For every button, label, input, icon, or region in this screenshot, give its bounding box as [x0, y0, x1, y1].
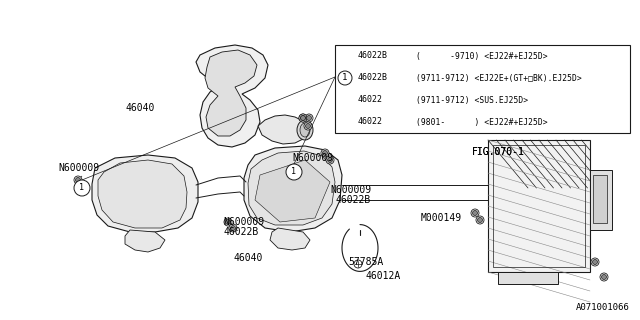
Circle shape [78, 184, 86, 192]
Ellipse shape [297, 120, 313, 140]
Text: A071001066: A071001066 [576, 303, 630, 312]
Text: 46040: 46040 [233, 253, 262, 263]
Circle shape [224, 218, 232, 226]
Polygon shape [205, 50, 257, 136]
Polygon shape [98, 160, 187, 228]
Text: 46022B: 46022B [223, 227, 259, 237]
Polygon shape [92, 155, 198, 232]
Circle shape [602, 275, 607, 279]
Text: 46022: 46022 [358, 117, 383, 126]
Circle shape [230, 226, 236, 230]
Text: N600009: N600009 [223, 217, 264, 227]
Polygon shape [244, 146, 342, 232]
Polygon shape [270, 228, 310, 250]
Circle shape [476, 216, 484, 224]
Circle shape [307, 116, 312, 121]
Polygon shape [125, 230, 165, 252]
Text: 46022B: 46022B [358, 52, 388, 60]
Circle shape [301, 116, 305, 121]
Text: 46022: 46022 [358, 95, 383, 105]
Circle shape [354, 260, 362, 268]
Circle shape [305, 124, 310, 129]
Text: 46040: 46040 [125, 103, 155, 113]
Circle shape [338, 71, 352, 85]
Bar [498, 272, 558, 284]
Text: N600009: N600009 [330, 185, 371, 195]
Circle shape [79, 186, 84, 190]
Circle shape [323, 150, 328, 156]
Text: N600009: N600009 [292, 153, 333, 163]
Bar [593, 175, 607, 223]
Circle shape [593, 260, 598, 265]
Circle shape [328, 157, 333, 163]
Text: M000149: M000149 [421, 213, 462, 223]
Text: (      -9710) <EJ22#+EJ25D>: ( -9710) <EJ22#+EJ25D> [416, 52, 548, 60]
Text: FIG.070-1: FIG.070-1 [472, 147, 525, 157]
Circle shape [600, 273, 608, 281]
Text: 57785A: 57785A [348, 257, 383, 267]
Circle shape [74, 180, 90, 196]
Text: 46012A: 46012A [365, 271, 400, 281]
Circle shape [299, 114, 307, 122]
Circle shape [326, 156, 334, 164]
Circle shape [321, 149, 329, 157]
Bar [335, 45, 630, 133]
Circle shape [472, 211, 477, 215]
Circle shape [225, 220, 230, 225]
Circle shape [286, 164, 302, 180]
Circle shape [76, 178, 81, 182]
Polygon shape [258, 115, 308, 144]
Ellipse shape [300, 123, 310, 137]
Polygon shape [196, 45, 268, 147]
Text: 1: 1 [79, 183, 84, 193]
Text: 1: 1 [342, 74, 348, 83]
Text: (9801-      ) <EJ22#+EJ25D>: (9801- ) <EJ22#+EJ25D> [416, 117, 548, 126]
Circle shape [477, 218, 483, 222]
Polygon shape [255, 160, 330, 222]
Bar [493, 145, 585, 267]
Text: 46022B: 46022B [335, 195, 371, 205]
Text: (9711-9712) <EJ22E+(GT+□BK).EJ25D>: (9711-9712) <EJ22E+(GT+□BK).EJ25D> [416, 74, 582, 83]
Circle shape [229, 224, 237, 232]
Polygon shape [248, 151, 335, 225]
Bar [488, 140, 590, 272]
Circle shape [305, 114, 313, 122]
Text: 46022B: 46022B [358, 74, 388, 83]
Bar [590, 170, 612, 230]
Circle shape [299, 114, 307, 122]
Circle shape [301, 116, 305, 121]
Text: N600009: N600009 [58, 163, 99, 173]
Circle shape [304, 122, 312, 130]
Circle shape [591, 258, 599, 266]
Circle shape [471, 209, 479, 217]
Text: (9711-9712) <SUS.EJ25D>: (9711-9712) <SUS.EJ25D> [416, 95, 528, 105]
Circle shape [74, 176, 82, 184]
Text: 1: 1 [291, 167, 296, 177]
Text: FIG.070-1: FIG.070-1 [472, 147, 525, 157]
